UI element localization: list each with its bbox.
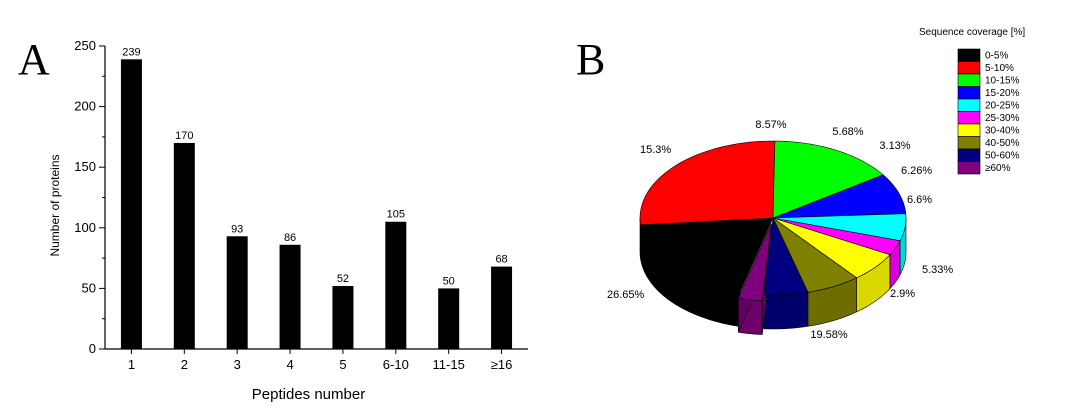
- pie-slice: [763, 216, 809, 296]
- pie-slice: [772, 140, 884, 219]
- legend-swatch: [957, 98, 981, 112]
- bar-data-label: 170: [175, 130, 193, 142]
- y-tick-label: 200: [74, 99, 96, 114]
- legend-entry-label: 25-30%: [985, 113, 1020, 124]
- bar: [385, 221, 407, 349]
- bar-data-label: 93: [231, 223, 243, 235]
- y-tick-label: 150: [74, 159, 96, 174]
- legend-entry-label: 5-10%: [985, 63, 1014, 74]
- pie-legend: Sequence coverage [%] 0-5%5-10% 10-15%15-2…: [919, 27, 1025, 175]
- bar-data-label: 239: [122, 46, 140, 58]
- pie-percent-label: 19.58%: [810, 329, 848, 341]
- bar: [120, 59, 142, 349]
- legend-entry-label: 30-40%: [985, 126, 1020, 137]
- bar: [491, 266, 513, 349]
- bar: [279, 244, 301, 349]
- pie-slice: [640, 217, 774, 293]
- legend-entry-label: 0-5%: [985, 51, 1008, 62]
- x-tick-label: ≥16: [491, 357, 513, 372]
- y-tick-label: 250: [74, 38, 96, 53]
- pie-slice: [772, 217, 901, 256]
- x-tick-label: 4: [286, 357, 293, 372]
- pie-percent-label: 15.3%: [640, 144, 671, 156]
- bar: [226, 236, 248, 349]
- legend-entry-label: 15-20%: [985, 88, 1020, 99]
- bar-chart-a: 0 50 100 150 200 250 239 1 170 2 93 3 86 4 52 5 105 6-10 5…: [48, 38, 528, 403]
- bar: [438, 288, 460, 349]
- pie-percent-label: 26.65%: [607, 289, 645, 301]
- legend-entry-label: 40-50%: [985, 138, 1020, 149]
- pie-slice: [772, 174, 907, 219]
- bar-data-label: 52: [337, 273, 349, 285]
- legend-swatch: [957, 161, 981, 175]
- legend-swatch: [957, 61, 981, 75]
- y-tick-label: 50: [82, 280, 96, 295]
- pie-percent-label: 2.9%: [890, 288, 915, 300]
- x-tick-label: 5: [339, 357, 346, 372]
- x-tick-label: 1: [128, 357, 135, 372]
- pie-slice: [772, 217, 891, 279]
- legend-swatch: [957, 86, 981, 100]
- legend-swatch: [957, 73, 981, 87]
- pie-slice: [737, 223, 772, 301]
- y-axis-title: Number of proteins: [48, 154, 62, 256]
- legend-swatch: [957, 123, 981, 137]
- x-tick-label: 2: [181, 357, 188, 372]
- legend-entry-label: ≥60%: [985, 163, 1011, 174]
- pie-slice: [772, 213, 907, 242]
- y-tick-label: 0: [89, 341, 96, 356]
- pie-chart-b: 19.58% 26.65% 15.3% 8.57% 5.68% 3.13% 6.26% 6.6…: [607, 119, 953, 341]
- panel-label-b: B: [576, 35, 605, 84]
- pie-percent-label: 3.13%: [879, 140, 910, 152]
- pie-percent-label: 8.57%: [755, 119, 786, 131]
- pie-slice: [639, 140, 776, 226]
- x-axis-title: Peptides number: [252, 386, 365, 403]
- x-tick-label: 11-15: [433, 357, 465, 372]
- bar: [173, 142, 195, 349]
- legend-swatch: [957, 148, 981, 162]
- pie-percent-label: 5.68%: [832, 126, 863, 138]
- legend-entry-label: 10-15%: [985, 76, 1020, 87]
- legend-entry-label: 50-60%: [985, 151, 1020, 162]
- y-tick-label: 100: [74, 220, 96, 235]
- pie-slice-side: [763, 291, 809, 330]
- bar-data-label: 68: [495, 254, 507, 266]
- bar: [332, 285, 354, 349]
- panel-label-a: A: [18, 35, 50, 84]
- bar-data-label: 105: [387, 209, 405, 221]
- x-tick-label: 3: [234, 357, 241, 372]
- legend-swatch: [957, 48, 981, 62]
- legend-entry-label: 20-25%: [985, 101, 1020, 112]
- pie-slice: [772, 217, 858, 293]
- bar-data-label: 86: [284, 232, 296, 244]
- legend-swatch: [957, 136, 981, 150]
- bar-data-label: 50: [443, 275, 455, 287]
- pie-percent-label: 6.6%: [907, 194, 932, 206]
- legend-swatch: [957, 111, 981, 125]
- x-tick-label: 6-10: [383, 357, 409, 372]
- legend-title: Sequence coverage [%]: [919, 27, 1025, 38]
- pie-percent-label: 5.33%: [922, 264, 953, 276]
- pie-percent-label: 6.26%: [901, 165, 932, 177]
